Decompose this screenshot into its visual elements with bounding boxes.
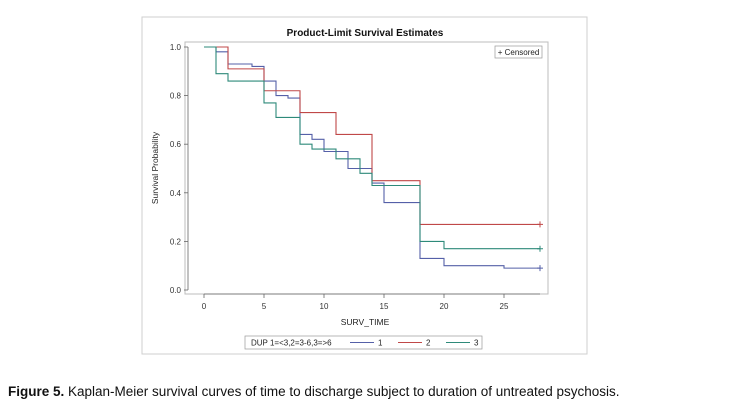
figure-caption-label: Figure 5. bbox=[8, 384, 65, 399]
km-chart: Product-Limit Survival Estimates 0.00.20… bbox=[141, 16, 588, 355]
legend-label-2: 2 bbox=[426, 339, 431, 348]
legend-label-1: 1 bbox=[378, 339, 383, 348]
censored-mark-2 bbox=[537, 221, 543, 228]
x-tick-label: 20 bbox=[440, 302, 449, 311]
survival-curves bbox=[204, 46, 543, 272]
chart-title: Product-Limit Survival Estimates bbox=[287, 28, 444, 39]
censored-mark-1 bbox=[537, 265, 543, 272]
x-tick-label: 5 bbox=[262, 302, 267, 311]
censored-mark-3 bbox=[537, 245, 543, 252]
y-tick-label: 0.4 bbox=[170, 189, 182, 198]
x-tick-label: 25 bbox=[500, 302, 509, 311]
y-axis: 0.0 0.2 0.4 0.6 0.8 1.0 Survival Probability bbox=[150, 43, 189, 295]
x-tick-label: 0 bbox=[202, 302, 207, 311]
y-tick-label: 1.0 bbox=[170, 43, 182, 52]
censored-legend: + Censored bbox=[494, 45, 543, 59]
y-tick-label: 0.8 bbox=[170, 92, 182, 101]
series-legend: DUP 1=<3,2=3-6,3=>6 1 2 3 bbox=[244, 335, 483, 350]
x-axis: 0 5 10 15 20 25 SURV_TIME bbox=[202, 293, 540, 327]
x-tick-label: 15 bbox=[380, 302, 389, 311]
figure-caption: Figure 5. Kaplan-Meier survival curves o… bbox=[8, 384, 736, 399]
censored-legend-box bbox=[494, 45, 543, 59]
x-tick-label: 10 bbox=[320, 302, 329, 311]
series-line-3 bbox=[204, 46, 540, 250]
y-tick-label: 0.0 bbox=[170, 286, 182, 295]
y-tick-label: 0.2 bbox=[170, 237, 182, 246]
series-line-1 bbox=[204, 46, 540, 269]
x-ticks: 0 5 10 15 20 25 bbox=[202, 294, 509, 311]
y-ticks: 0.0 0.2 0.4 0.6 0.8 1.0 bbox=[170, 43, 188, 295]
legend-items: 1 2 3 bbox=[350, 339, 479, 348]
y-axis-label: Survival Probability bbox=[150, 131, 160, 204]
legend-title: DUP 1=<3,2=3-6,3=>6 bbox=[251, 339, 332, 348]
chart-outer-frame bbox=[141, 16, 588, 355]
censored-legend-text: + Censored bbox=[498, 48, 540, 57]
x-axis-label: SURV_TIME bbox=[341, 317, 390, 327]
series-line-2 bbox=[204, 46, 540, 225]
legend-label-3: 3 bbox=[474, 339, 479, 348]
figure-caption-text: Kaplan-Meier survival curves of time to … bbox=[64, 384, 620, 399]
y-tick-label: 0.6 bbox=[170, 140, 182, 149]
